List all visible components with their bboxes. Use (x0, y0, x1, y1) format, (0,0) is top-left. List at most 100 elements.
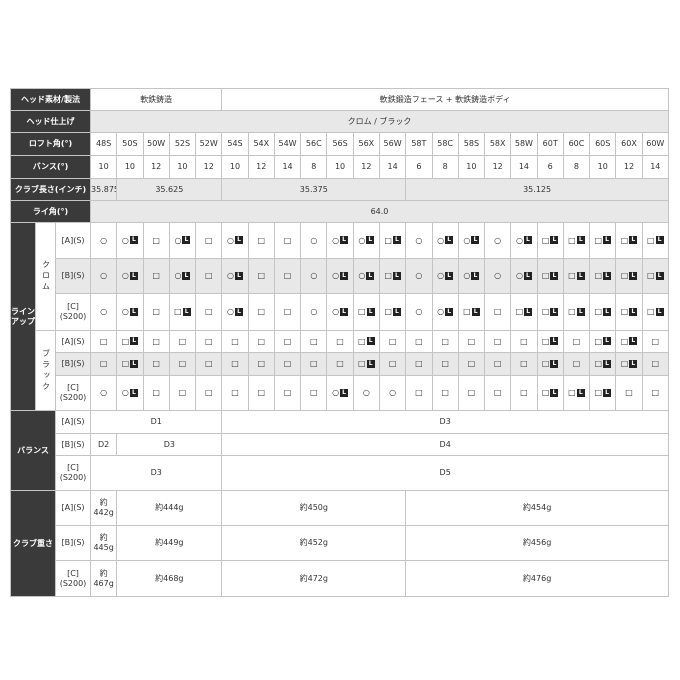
table-row: [C](S200) D3 D5 (11, 455, 669, 491)
availability: □ (615, 375, 643, 411)
availability: □ (510, 375, 538, 411)
availability: ○ (90, 222, 118, 259)
availability: □ L (589, 293, 617, 331)
availability: □ (457, 330, 486, 353)
availability: □ (273, 352, 302, 376)
availability: ○ L (510, 258, 538, 294)
table-row: ライ角(°) 64.0 (9, 200, 669, 223)
availability: ○ L (326, 293, 354, 331)
availability: □ (195, 352, 223, 376)
availability: □ (195, 293, 223, 331)
availability: □ (457, 375, 486, 411)
availability: □ (195, 258, 223, 294)
availability: □ (273, 258, 302, 294)
spec-value: 10 (116, 155, 144, 179)
availability: ○ (378, 375, 407, 411)
availability: □ L (641, 293, 669, 331)
availability: ○ L (221, 222, 249, 259)
availability: □ L (536, 258, 564, 294)
spec-value: 8 (431, 155, 459, 179)
spec-value: 56X (352, 132, 380, 156)
availability: ○ L (221, 293, 249, 331)
flex-label: [C](S200) (54, 375, 92, 411)
availability: □ (273, 293, 302, 331)
spec-value: 58T (405, 132, 433, 156)
row-header: バンス(°) (9, 155, 92, 179)
availability: □ (247, 330, 275, 353)
availability: ○ L (116, 258, 144, 294)
availability: □ (484, 330, 512, 353)
balance-value: D1 (90, 410, 223, 434)
availability: ○ L (431, 293, 459, 331)
availability: □ (300, 330, 328, 353)
availability: ○ L (431, 258, 459, 294)
availability: □ (641, 352, 669, 376)
availability: □ L (116, 352, 144, 376)
spec-value: 54S (221, 132, 249, 156)
availability: □ (641, 375, 669, 411)
availability: □ (273, 330, 302, 353)
availability: □ (221, 352, 249, 376)
availability: □ (431, 352, 459, 376)
availability: □ (247, 258, 275, 294)
flex-label: [A](S) (54, 410, 92, 434)
table-row: バンス(°) 10 10 12 10 12 10 12 14 8 10 12 14 6 8 10 12 14 6 8 1… (9, 155, 669, 179)
spec-value: 50W (142, 132, 170, 156)
spec-value: 14 (273, 155, 302, 179)
table-row: [B](S) ○ ○ L □ ○ L □ ○ L □ □ ○ ○ L ○ L □ L ○ ○ L ○ L ○ ○ L □ L □ L □ L □ L… (11, 258, 669, 294)
availability: □ L (641, 258, 669, 294)
availability: □ L (457, 293, 486, 331)
availability: □ L (562, 375, 591, 411)
balance-value: D3 (221, 410, 669, 434)
spec-value: 56S (326, 132, 354, 156)
spec-value: 10 (168, 155, 197, 179)
spec-value: 52S (168, 132, 197, 156)
availability: □ L (615, 293, 643, 331)
weight-value: 約456g (405, 525, 669, 561)
weight-value: 約454g (405, 490, 669, 526)
availability: □ (457, 352, 486, 376)
spec-value: 35.375 (221, 178, 407, 201)
weight-value: 約449g (116, 525, 223, 561)
flex-label: [B](S) (54, 433, 92, 456)
spec-value: 8 (300, 155, 328, 179)
table-row: [B](S) □ □ L □ □ □ □ □ □ □ □ □ L □ □ □ □ □ □ □ L □ □ L □ L □ (11, 352, 669, 376)
availability: □ (142, 222, 170, 259)
spec-value: 60C (562, 132, 591, 156)
availability: □ L (378, 293, 407, 331)
spec-value: 60W (641, 132, 669, 156)
availability: □ (168, 330, 197, 353)
spec-value: 12 (484, 155, 512, 179)
availability: □ L (615, 330, 643, 353)
availability: □ L (615, 222, 643, 259)
balance-value: D4 (221, 433, 669, 456)
table-row: ブラック [A](S) □ □ L □ □ □ □ □ □ □ □ □ L □ □ □ □ □ □ □ L □ □ L □ L □ (11, 330, 669, 411)
flex-label: [A](S) (54, 222, 92, 259)
availability: □ (195, 375, 223, 411)
availability: ○ (90, 258, 118, 294)
availability: □ L (641, 222, 669, 259)
availability: □ L (378, 222, 407, 259)
availability: □ L (352, 293, 380, 331)
availability: ○ (300, 258, 328, 294)
availability: □ (142, 258, 170, 294)
lineup-header: ラインアップ (10, 222, 36, 411)
spec-value: 35.125 (405, 178, 669, 201)
table-row: [B](S) 約445g 約449g 約452g 約456g (11, 525, 669, 561)
balance-header: バランス (10, 410, 56, 491)
availability: ○ (300, 222, 328, 259)
availability: □ (562, 330, 591, 353)
spec-value: 12 (142, 155, 170, 179)
table-row: ラインアップ クロム [A](S) ○ ○ L □ ○ L □ ○ L □ □ ○ ○ L ○ L □ L ○ ○ L ○ L ○ ○… (10, 222, 669, 411)
availability: ○ (405, 258, 433, 294)
spec-sheet: ヘッド素材/製法 軟鉄鋳造 軟鉄鍛造フェース + 軟鉄鋳造ボディ ヘッド仕上げ クロム … (9, 88, 669, 597)
availability: ○ L (431, 222, 459, 259)
row-header: ヘッド素材/製法 (9, 88, 92, 111)
availability: □ L (589, 352, 617, 376)
availability: □ (300, 352, 328, 376)
availability: □ (484, 352, 512, 376)
weight-value: 約472g (221, 560, 407, 597)
table-row: バランス [A](S) D1 D3 (10, 410, 669, 491)
availability: □ L (562, 222, 591, 259)
spec-value: 60X (615, 132, 643, 156)
